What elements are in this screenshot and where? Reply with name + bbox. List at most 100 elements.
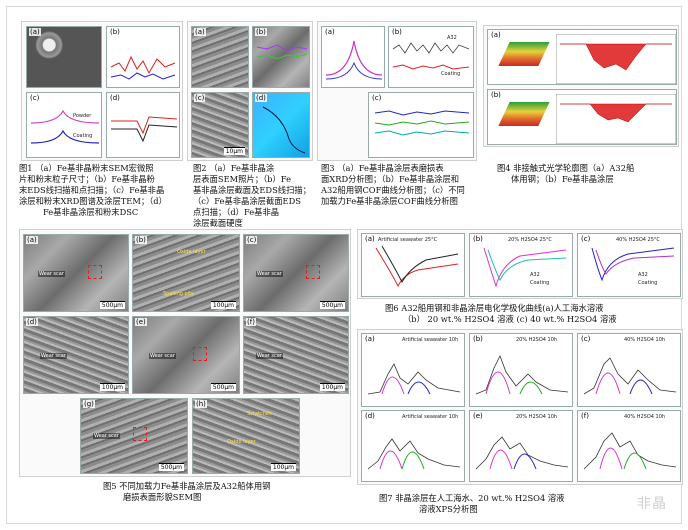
fig4-panel-a: (a) — [487, 29, 677, 85]
fig7-panel-c: (c) 40% H2SO4 10h — [577, 333, 681, 407]
fig2-panel-a: (a) — [191, 26, 249, 88]
fig5-roi-a — [88, 265, 102, 279]
fig4-label-b: (b) — [490, 91, 502, 99]
fig3-caption-line: A32船用钢COF曲线分析图；（c）不同 — [321, 185, 465, 195]
fig2-panel-c: (c) 10μm — [191, 92, 249, 158]
fig5-panel-c: (c) Wear scar 500μm — [243, 234, 349, 312]
fig7-xps-f — [583, 432, 677, 470]
fig7-label-d: (d) — [364, 412, 376, 420]
fig4-profile-line-a — [556, 34, 676, 84]
fig2-caption-line: 图2 （a）Fe基非晶涂 — [193, 163, 275, 173]
fig1-caption-line: Fe基非晶涂层和粉末DSC — [43, 207, 139, 217]
fig6-legend-coating-c: Coating — [638, 280, 658, 286]
fig5-scale-b: 100μm — [210, 301, 236, 309]
fig5-oxide-b: Oxide layer — [177, 249, 206, 255]
fig5-panel-d: (d) Wear scar 100μm — [23, 316, 129, 394]
fig7-label-c: (c) — [580, 335, 592, 343]
fig5-wear-scar-c: Wear scar — [256, 271, 283, 277]
fig7-subtitle-f: 40% H2SO4 10h — [624, 414, 666, 420]
fig5-label-f: (f) — [246, 318, 256, 326]
fig7-subtitle-d: Artificial seawater 10h — [402, 414, 459, 420]
fig5-scale-e: 500μm — [210, 383, 236, 391]
fig6-label-b: (b) — [472, 235, 484, 243]
fig2-label-a: (a) — [194, 28, 206, 36]
fig6-polarization-c — [591, 247, 675, 282]
fig7-xps-c — [583, 357, 677, 395]
fig1-eds-plot — [110, 55, 176, 80]
fig7-panel-e: (e) 20% H2SO4 10h — [469, 410, 573, 482]
fig3-cof-plot — [392, 42, 470, 70]
fig1-panel-a: (a) — [26, 26, 102, 88]
fig4-caption-line: 图4 非接触式光学轮廓图（a）A32船 — [497, 163, 635, 173]
fig3-label-a: (a) — [324, 28, 336, 36]
fig3-label-b: (b) — [391, 28, 403, 36]
fig5-wear-scar-g: Wear scar — [93, 433, 120, 439]
fig7-label-a: (a) — [364, 335, 376, 343]
fig7-caption: 图7 非晶涂层在人工海水、20 wt.% H2SO4 溶液 溶液XPS分析图 — [379, 493, 679, 515]
fig1-label-c: (c) — [29, 94, 41, 102]
fig3-coating-label: Coating — [441, 71, 461, 77]
fig5-wear-scar-f: Wear scar — [256, 353, 283, 359]
fig6-panel-b: (b) 20% H2SO4 25°C A32 Coating — [469, 233, 573, 297]
fig5-scale-g: 500μm — [158, 463, 184, 471]
fig5-panel-f: (f) Wear scar 100μm — [243, 316, 349, 394]
fig5-panel-b: (b) Oxide layer Spalling pits 100μm — [132, 234, 240, 312]
fig5-scale-c: 500μm — [319, 301, 345, 309]
fig5-wear-scar-e: Wear scar — [149, 353, 176, 359]
figure-7: (a) Artificial seawater 10h (b) 20% H2SO… — [357, 329, 683, 485]
fig3-panel-c: (c) — [368, 92, 474, 158]
fig5-caption-line: 磨损表面形貌SEM图 — [123, 492, 202, 502]
fig1-caption-line: 涂层和粉末XRD图谱及涂层TEM；（d） — [19, 196, 167, 206]
watermark-logo: 非晶 — [637, 496, 667, 512]
fig5-panel-a: (a) Wear scar 500μm — [23, 234, 129, 312]
fig5-wear-scar-d: Wear scar — [40, 353, 67, 359]
fig6-caption: 图6 A32船用钢和非晶涂层电化学极化曲线(a)人工海水溶液 （b） 20 wt… — [385, 303, 685, 325]
fig1-caption-line: 图1 （a）Fe基非晶粉末SEM宏微照 — [19, 163, 154, 173]
fig5-scale-a: 500μm — [99, 301, 125, 309]
fig4-caption-line: 体用钢；（b）Fe基非晶涂层 — [511, 174, 614, 184]
fig5-label-d: (d) — [26, 318, 38, 326]
fig2-caption-line: 层表面SEM照片；（b）Fe — [193, 174, 291, 184]
fig4-caption: 图4 非接触式光学轮廓图（a）A32船 体用钢；（b）Fe基非晶涂层 — [497, 163, 681, 185]
fig7-panel-b: (b) 20% H2SO4 10h — [469, 333, 573, 407]
fig1-panel-b: (b) — [106, 26, 180, 88]
document-page: (a) (b) (c) Powder Coating (d) — [6, 6, 685, 524]
fig1-caption-line: 末EDS线扫描和点扫描；（c）Fe基非晶 — [19, 185, 165, 195]
fig4-panel-b: (b) — [487, 89, 677, 145]
fig3-label-c: (c) — [371, 94, 383, 102]
fig5-panel-g: (g) Wear scar 500μm — [80, 398, 188, 474]
fig7-panel-f: (f) 40% H2SO4 10h — [577, 410, 681, 482]
fig1-xrd-plot — [30, 109, 100, 144]
fig2-panel-d: (d) — [252, 92, 310, 158]
fig5-scratches-h: Scratches — [247, 411, 272, 417]
fig4-label-a: (a) — [490, 31, 502, 39]
fig1-dsc-plot — [111, 116, 178, 143]
fig2-panel-b: (b) — [252, 26, 310, 88]
fig3-cof-loads-plot — [374, 110, 470, 136]
fig6-legend-a32-c: A32 — [638, 272, 648, 278]
fig1-label-a: (a) — [29, 28, 41, 36]
fig2-label-b: (b) — [255, 28, 267, 36]
figure-5: (a) Wear scar 500μm (b) Oxide layer Spal… — [19, 229, 351, 477]
fig6-label-c: (c) — [580, 235, 592, 243]
fig2-label-d: (d) — [255, 94, 267, 102]
fig5-scale-d: 100μm — [99, 383, 125, 391]
fig5-panel-e: (e) Wear scar 500μm — [132, 316, 240, 394]
figure-6: (a) Artificial seawater 25°C (b) 20% H2S… — [357, 229, 683, 299]
fig1-caption-line: 片和粉末粒子尺寸；（b）Fe基非晶粉 — [19, 174, 155, 184]
figure-1: (a) (b) (c) Powder Coating (d) — [21, 21, 183, 161]
fig4-profile-3d-b — [498, 102, 550, 126]
fig6-solution-c: 40% H2SO4 25°C — [616, 237, 660, 243]
fig7-label-e: (e) — [472, 412, 484, 420]
fig7-panel-a: (a) Artificial seawater 10h — [361, 333, 465, 407]
fig6-polarization-b — [483, 247, 567, 288]
fig2-caption-line: 点扫描；（d）Fe基非晶 — [193, 207, 280, 217]
fig7-panel-d: (d) Artificial seawater 10h — [361, 410, 465, 482]
fig6-legend-a32-b: A32 — [530, 272, 540, 278]
fig4-profile-3d-a — [498, 42, 550, 66]
fig2-caption-line: （c）Fe基非晶涂层截面EDS — [193, 196, 301, 206]
fig5-wear-scar-a: Wear scar — [38, 271, 65, 277]
fig4-profile-line-b — [556, 94, 676, 144]
fig5-caption: 图5 不同加载力Fe基非晶涂层及A32船体用钢 磨损表面形貌SEM图 — [103, 481, 353, 503]
fig7-caption-line: 溶液XPS分析图 — [419, 504, 478, 514]
